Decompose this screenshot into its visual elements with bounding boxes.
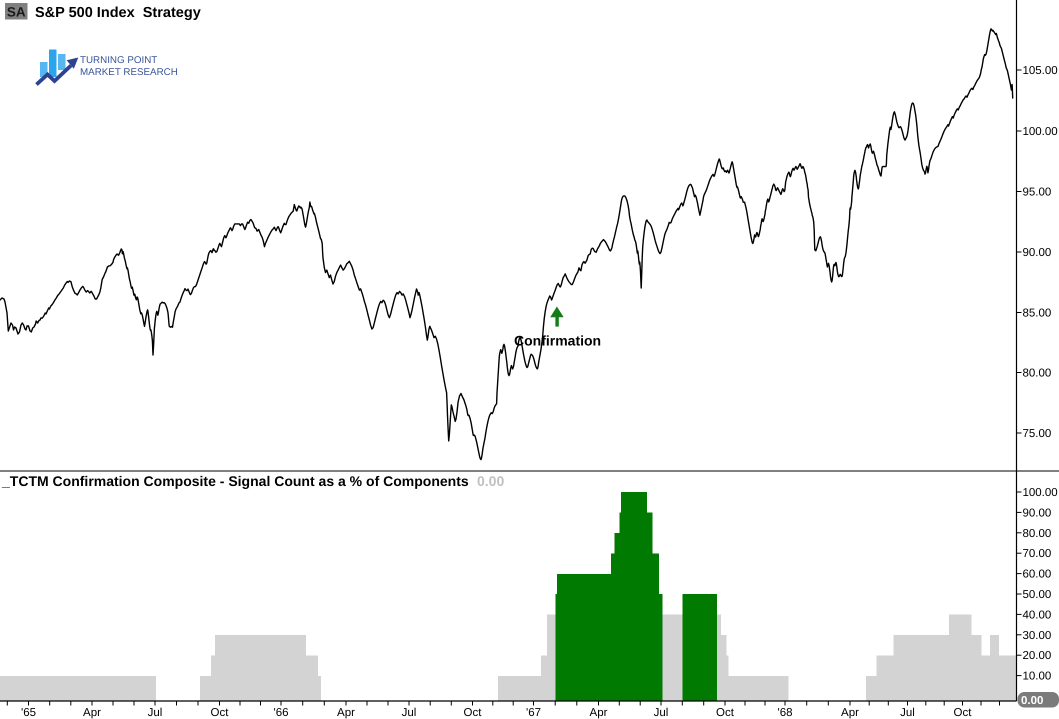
svg-text:Apr: Apr: [337, 707, 355, 719]
svg-text:'68: '68: [778, 707, 793, 719]
svg-text:40.00: 40.00: [1023, 609, 1052, 621]
svg-text:Apr: Apr: [841, 707, 859, 719]
svg-text:Oct: Oct: [211, 707, 230, 719]
svg-text:Oct: Oct: [954, 707, 973, 719]
svg-text:Confirmation: Confirmation: [514, 333, 601, 349]
svg-text:TURNING POINT: TURNING POINT: [80, 55, 157, 66]
svg-text:Apr: Apr: [590, 707, 608, 719]
svg-text:60.00: 60.00: [1023, 569, 1052, 581]
svg-text:0.00: 0.00: [1021, 695, 1043, 707]
svg-text:Oct: Oct: [464, 707, 483, 719]
svg-text:Jul: Jul: [900, 707, 915, 719]
svg-text:0.00: 0.00: [477, 473, 504, 489]
svg-text:Jul: Jul: [148, 707, 163, 719]
svg-text:100.00: 100.00: [1023, 487, 1058, 499]
svg-text:50.00: 50.00: [1023, 589, 1052, 601]
svg-text:100.00: 100.00: [1023, 126, 1058, 138]
svg-text:90.00: 90.00: [1023, 507, 1052, 519]
svg-text:80.00: 80.00: [1023, 528, 1052, 540]
svg-text:MARKET RESEARCH: MARKET RESEARCH: [80, 67, 178, 78]
svg-text:Jul: Jul: [654, 707, 669, 719]
svg-text:105.00: 105.00: [1023, 65, 1058, 77]
svg-text:70.00: 70.00: [1023, 548, 1052, 560]
svg-text:75.00: 75.00: [1023, 428, 1052, 440]
svg-text:30.00: 30.00: [1023, 630, 1052, 642]
svg-text:_TCTM Confirmation Composite -: _TCTM Confirmation Composite - Signal Co…: [1, 473, 469, 489]
svg-text:'66: '66: [274, 707, 289, 719]
svg-text:SA: SA: [7, 5, 26, 20]
svg-text:'65: '65: [21, 707, 36, 719]
svg-text:85.00: 85.00: [1023, 308, 1052, 320]
svg-text:Oct: Oct: [716, 707, 735, 719]
svg-text:S&P 500 Index Strategy: S&P 500 Index Strategy: [35, 5, 201, 21]
svg-text:'67: '67: [526, 707, 541, 719]
svg-text:20.00: 20.00: [1023, 650, 1052, 662]
svg-text:Apr: Apr: [83, 707, 101, 719]
svg-text:Jul: Jul: [402, 707, 417, 719]
svg-text:80.00: 80.00: [1023, 368, 1052, 380]
svg-text:95.00: 95.00: [1023, 187, 1052, 199]
svg-text:90.00: 90.00: [1023, 247, 1052, 259]
svg-text:10.00: 10.00: [1023, 671, 1052, 683]
